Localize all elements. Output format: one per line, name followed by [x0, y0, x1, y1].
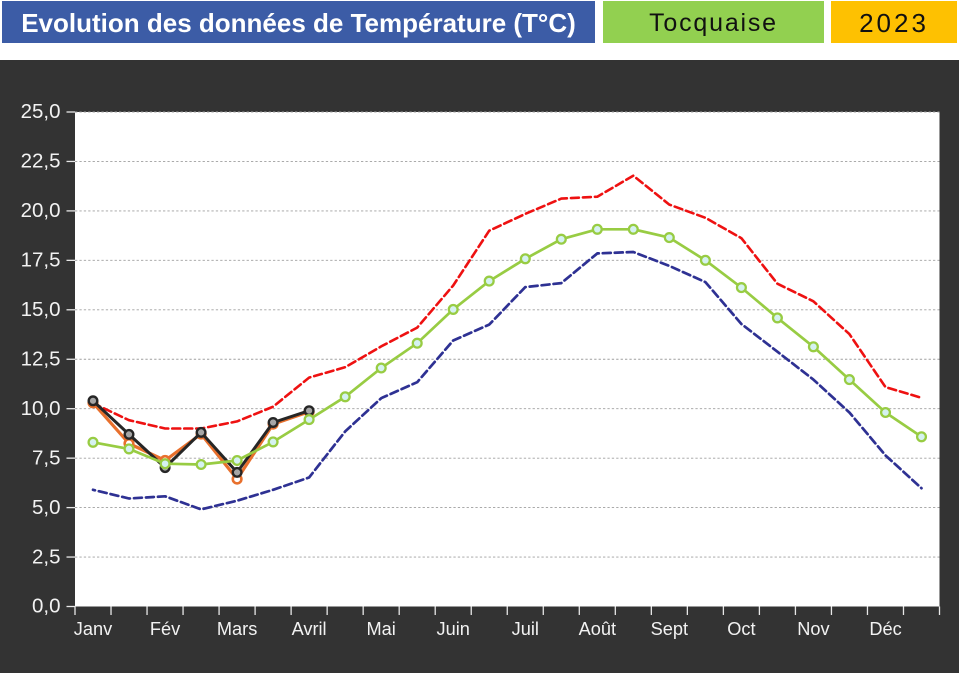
svg-text:Oct: Oct: [727, 619, 755, 639]
svg-text:2,5: 2,5: [32, 545, 61, 568]
svg-text:Juin: Juin: [437, 619, 470, 639]
svg-text:20,0: 20,0: [21, 199, 61, 222]
svg-text:25,0: 25,0: [21, 100, 61, 123]
svg-text:Mars: Mars: [217, 619, 257, 639]
svg-text:Août: Août: [579, 619, 616, 639]
svg-text:0,0: 0,0: [32, 595, 61, 618]
svg-text:12,5: 12,5: [21, 347, 61, 370]
svg-text:Sept: Sept: [651, 619, 688, 639]
svg-text:10,0: 10,0: [21, 397, 61, 420]
svg-text:Nov: Nov: [797, 619, 830, 639]
svg-text:15,0: 15,0: [21, 298, 61, 321]
svg-text:Avril: Avril: [292, 619, 327, 639]
svg-text:Janv: Janv: [74, 619, 113, 639]
svg-text:Fév: Fév: [150, 619, 181, 639]
svg-text:17,5: 17,5: [21, 249, 61, 272]
svg-text:Déc: Déc: [869, 619, 901, 639]
svg-text:22,5: 22,5: [21, 150, 61, 173]
svg-text:Mai: Mai: [367, 619, 396, 639]
svg-text:Juil: Juil: [512, 619, 539, 639]
svg-text:7,5: 7,5: [32, 446, 61, 469]
svg-text:5,0: 5,0: [32, 496, 61, 519]
